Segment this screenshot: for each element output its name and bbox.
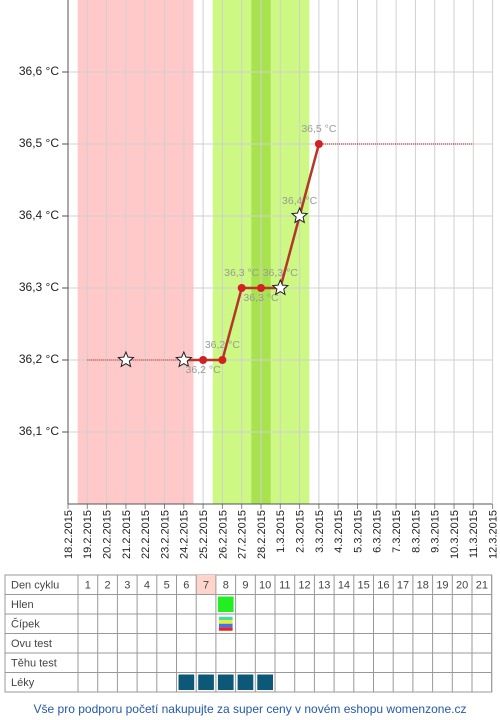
x-tick-label: 1.3.2015: [275, 510, 287, 553]
star-marker: [117, 350, 135, 368]
x-tick-label: 26.2.2015: [217, 510, 229, 559]
x-tick-label: 5.3.2015: [352, 510, 364, 553]
cell-mark: [218, 623, 233, 628]
cell-mark: [218, 620, 233, 624]
phase-region: [77, 0, 194, 504]
row-label: Čípek: [11, 618, 40, 631]
x-tick-label: 11.3.2015: [468, 510, 480, 558]
day-number: 7: [203, 580, 209, 592]
x-tick-label: 25.2.2015: [198, 510, 210, 559]
day-number: 11: [279, 580, 290, 592]
day-number: 14: [338, 580, 350, 592]
day-number: 10: [259, 580, 271, 592]
y-tick-label: 36,6 °C: [19, 64, 59, 78]
x-tick-label: 8.3.2015: [410, 510, 422, 553]
row-label: Hlen: [11, 599, 34, 611]
day-number: 19: [436, 580, 448, 592]
value-label: 36,2 °C: [186, 364, 222, 376]
cell-mark: [217, 674, 234, 690]
star-marker: [174, 350, 193, 368]
dot-marker: [199, 356, 208, 364]
value-label: 36,3 °C: [263, 267, 299, 279]
dot-marker: [237, 284, 246, 292]
star-marker: [290, 206, 309, 224]
row-label: Těhu test: [11, 658, 57, 670]
row-label: Léky: [11, 677, 35, 689]
y-tick-label: 36,4 °C: [19, 208, 59, 222]
day-number: 9: [242, 580, 248, 592]
footer-link[interactable]: Vše pro podporu početí nakupujte za supe…: [34, 702, 467, 716]
day-number: 15: [358, 580, 370, 592]
dot-marker: [314, 140, 323, 148]
value-label: 36,2 °C: [205, 339, 241, 351]
x-tick-label: 2.3.2015: [295, 510, 307, 553]
y-tick-label: 36,5 °C: [19, 136, 59, 150]
day-number: 1: [85, 580, 91, 592]
value-label: 36,3 °C: [243, 292, 279, 304]
cell-mark: [257, 674, 273, 690]
day-number: 16: [377, 580, 389, 592]
x-tick-label: 20.2.2015: [102, 510, 114, 559]
day-number: 12: [298, 580, 310, 592]
x-tick-label: 7.3.2015: [391, 510, 403, 553]
y-tick-label: 36,1 °C: [19, 424, 59, 438]
highlight-day: [196, 575, 216, 595]
x-tick-label: 6.3.2015: [372, 510, 384, 553]
x-tick-label: 23.2.2015: [159, 510, 171, 559]
value-label: 36,4 °C: [282, 195, 318, 207]
x-tick-label: 19.2.2015: [82, 510, 94, 559]
day-number: 4: [144, 580, 150, 592]
x-tick-label: 9.3.2015: [430, 510, 442, 553]
day-number: 18: [417, 580, 429, 592]
dot-marker: [218, 356, 227, 364]
day-number: 13: [318, 580, 330, 592]
x-tick-label: 27.2.2015: [237, 510, 249, 559]
day-number: 6: [183, 580, 189, 592]
day-number: 17: [397, 580, 409, 592]
x-tick-label: 12.3.2015: [488, 510, 500, 559]
cell-mark: [218, 627, 233, 631]
x-tick-label: 24.2.2015: [179, 510, 191, 559]
day-number: 2: [104, 580, 110, 592]
day-number: 20: [456, 580, 468, 592]
row-label: Ovu test: [11, 638, 52, 650]
cell-mark: [218, 616, 233, 621]
day-number: 5: [164, 580, 170, 592]
y-tick-label: 36,3 °C: [19, 280, 59, 294]
cell-mark: [198, 674, 214, 690]
cell-mark: [237, 674, 254, 690]
row-label: Den cyklu: [11, 580, 59, 592]
cell-mark: [178, 674, 195, 690]
y-tick-label: 36,2 °C: [19, 352, 59, 366]
day-number: 21: [476, 580, 488, 592]
x-tick-label: 10.3.2015: [449, 510, 461, 559]
x-tick-label: 4.3.2015: [333, 510, 345, 553]
x-tick-label: 21.2.2015: [121, 510, 133, 559]
x-tick-label: 3.3.2015: [314, 510, 326, 553]
x-tick-label: 18.2.2015: [63, 510, 75, 559]
cell-mark: [217, 596, 234, 612]
dot-marker: [257, 284, 265, 292]
value-label: 36,5 °C: [301, 123, 337, 135]
day-number: 8: [223, 580, 229, 592]
star-marker: [271, 278, 290, 296]
x-tick-label: 22.2.2015: [140, 510, 152, 559]
day-number: 3: [124, 580, 130, 592]
x-tick-label: 28.2.2015: [256, 510, 268, 559]
value-label: 36,3 °C: [224, 267, 260, 279]
